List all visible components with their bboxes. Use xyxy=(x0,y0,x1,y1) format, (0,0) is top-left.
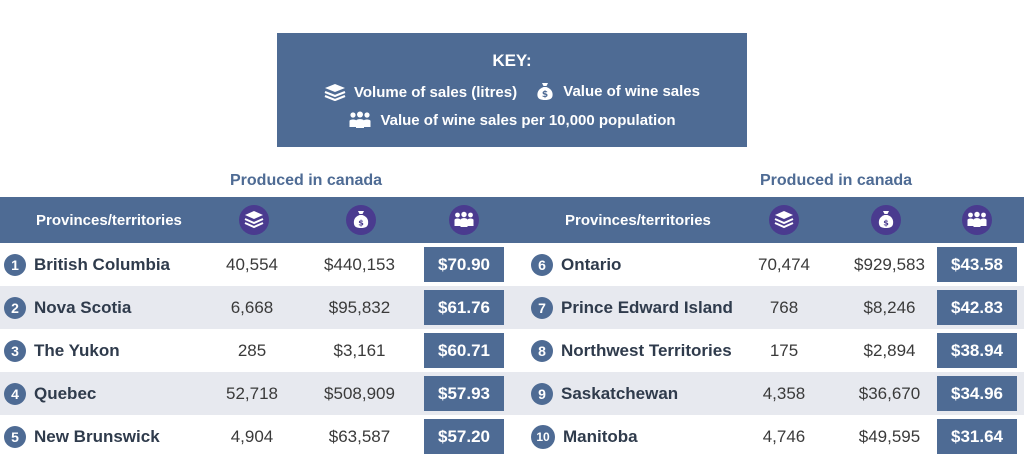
per-capita-cell: $70.90 xyxy=(424,247,504,282)
rank-badge: 3 xyxy=(4,339,26,362)
per-capita-cell: $38.94 xyxy=(937,333,1017,368)
volume-cell: 4,904 xyxy=(230,426,274,446)
per-capita-cell: $43.58 xyxy=(937,247,1017,282)
table-header-band xyxy=(0,197,1024,243)
value-cell: $3,161 xyxy=(333,340,386,360)
province-name: Saskatchewan xyxy=(561,383,679,403)
money-bag-icon: $ xyxy=(871,205,901,235)
people-group-icon xyxy=(962,205,992,235)
province-name-cell: 5 New Brunswick xyxy=(4,415,160,458)
per-capita-cell: $34.96 xyxy=(937,376,1017,411)
svg-text:$: $ xyxy=(542,90,548,100)
svg-text:$: $ xyxy=(358,219,364,228)
rank-badge: 6 xyxy=(531,253,553,276)
key-volume-item: Volume of sales (litres) xyxy=(324,83,517,101)
layers-stack-icon xyxy=(239,205,269,235)
province-name-cell: 8 Northwest Territories xyxy=(531,329,732,372)
money-bag-icon: $ xyxy=(346,205,376,235)
key-legend: KEY: Volume of sales (litres) $ Value of… xyxy=(277,33,747,147)
layers-stack-icon xyxy=(324,84,346,101)
people-group-icon xyxy=(449,205,479,235)
province-name-cell: 9 Saskatchewan xyxy=(531,372,678,415)
rank-badge: 5 xyxy=(4,425,26,448)
rank-badge: 8 xyxy=(531,339,553,362)
per-capita-cell: $42.83 xyxy=(937,290,1017,325)
province-name: Quebec xyxy=(34,383,97,403)
province-name: The Yukon xyxy=(34,340,120,360)
right-column-header: Provinces/territories xyxy=(565,211,711,229)
value-cell: $440,153 xyxy=(324,254,395,274)
key-line-2: Value of wine sales per 10,000 populatio… xyxy=(277,111,747,133)
svg-text:$: $ xyxy=(883,219,889,228)
key-line-1: Volume of sales (litres) $ Value of wine… xyxy=(277,81,747,105)
value-cell: $49,595 xyxy=(858,426,921,446)
value-cell: $63,587 xyxy=(328,426,391,446)
province-name-cell: 2 Nova Scotia xyxy=(4,286,131,329)
key-per-capita-item: Value of wine sales per 10,000 populatio… xyxy=(348,111,676,129)
value-cell: $2,894 xyxy=(863,340,916,360)
volume-cell: 70,474 xyxy=(758,254,810,274)
left-table-caption: Produced in canada xyxy=(230,172,383,189)
people-group-icon xyxy=(349,111,371,128)
rank-badge: 1 xyxy=(4,253,26,276)
key-value-item: $ Value of wine sales xyxy=(535,81,700,101)
rank-badge: 4 xyxy=(4,382,26,405)
volume-cell: 768 xyxy=(769,297,799,317)
per-capita-cell: $57.20 xyxy=(424,419,504,454)
volume-cell: 285 xyxy=(237,340,267,360)
value-cell: $36,670 xyxy=(858,383,921,403)
layers-stack-icon xyxy=(769,205,799,235)
row-band-2 xyxy=(0,286,1024,329)
value-cell: $929,583 xyxy=(854,254,925,274)
province-name-cell: 3 The Yukon xyxy=(4,329,120,372)
province-name-cell: 6 Ontario xyxy=(531,243,621,286)
key-value-label: Value of wine sales xyxy=(563,82,700,100)
left-column-header: Provinces/territories xyxy=(36,211,182,229)
volume-cell: 40,554 xyxy=(226,254,278,274)
per-capita-cell: $31.64 xyxy=(937,419,1017,454)
rank-badge: 10 xyxy=(531,424,555,449)
money-bag-icon: $ xyxy=(537,83,553,100)
province-name-cell: 7 Prince Edward Island xyxy=(531,286,733,329)
volume-cell: 4,746 xyxy=(762,426,806,446)
rank-badge: 7 xyxy=(531,296,553,319)
province-name-cell: 1 British Columbia xyxy=(4,243,170,286)
province-name: Prince Edward Island xyxy=(561,297,733,317)
province-name: Ontario xyxy=(561,254,622,274)
key-volume-label: Volume of sales (litres) xyxy=(353,83,518,101)
row-band-4 xyxy=(0,372,1024,415)
right-table-caption: Produced in canada xyxy=(760,172,913,189)
value-cell: $8,246 xyxy=(863,297,916,317)
rank-badge: 2 xyxy=(4,296,26,319)
per-capita-cell: $61.76 xyxy=(424,290,504,325)
volume-cell: 4,358 xyxy=(762,383,806,403)
volume-cell: 52,718 xyxy=(226,383,278,403)
province-name-cell: 10 Manitoba xyxy=(531,415,638,458)
province-name: New Brunswick xyxy=(34,426,160,446)
key-title: KEY: xyxy=(492,51,532,70)
key-per-capita-label: Value of wine sales per 10,000 populatio… xyxy=(380,111,676,129)
value-cell: $508,909 xyxy=(324,383,395,403)
volume-cell: 175 xyxy=(769,340,799,360)
value-cell: $95,832 xyxy=(328,297,391,317)
province-name: Manitoba xyxy=(563,426,638,446)
per-capita-cell: $60.71 xyxy=(424,333,504,368)
rank-badge: 9 xyxy=(531,382,553,405)
province-name-cell: 4 Quebec xyxy=(4,372,96,415)
province-name: Northwest Territories xyxy=(561,340,732,360)
province-name: Nova Scotia xyxy=(34,297,132,317)
per-capita-cell: $57.93 xyxy=(424,376,504,411)
volume-cell: 6,668 xyxy=(230,297,274,317)
province-name: British Columbia xyxy=(34,254,171,274)
